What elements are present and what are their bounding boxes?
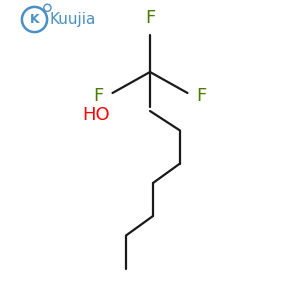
Text: K: K — [30, 13, 39, 26]
Text: HO: HO — [82, 106, 110, 124]
Text: F: F — [145, 9, 155, 27]
Text: F: F — [93, 87, 103, 105]
Text: Kuujia: Kuujia — [50, 12, 96, 27]
Text: F: F — [196, 87, 207, 105]
